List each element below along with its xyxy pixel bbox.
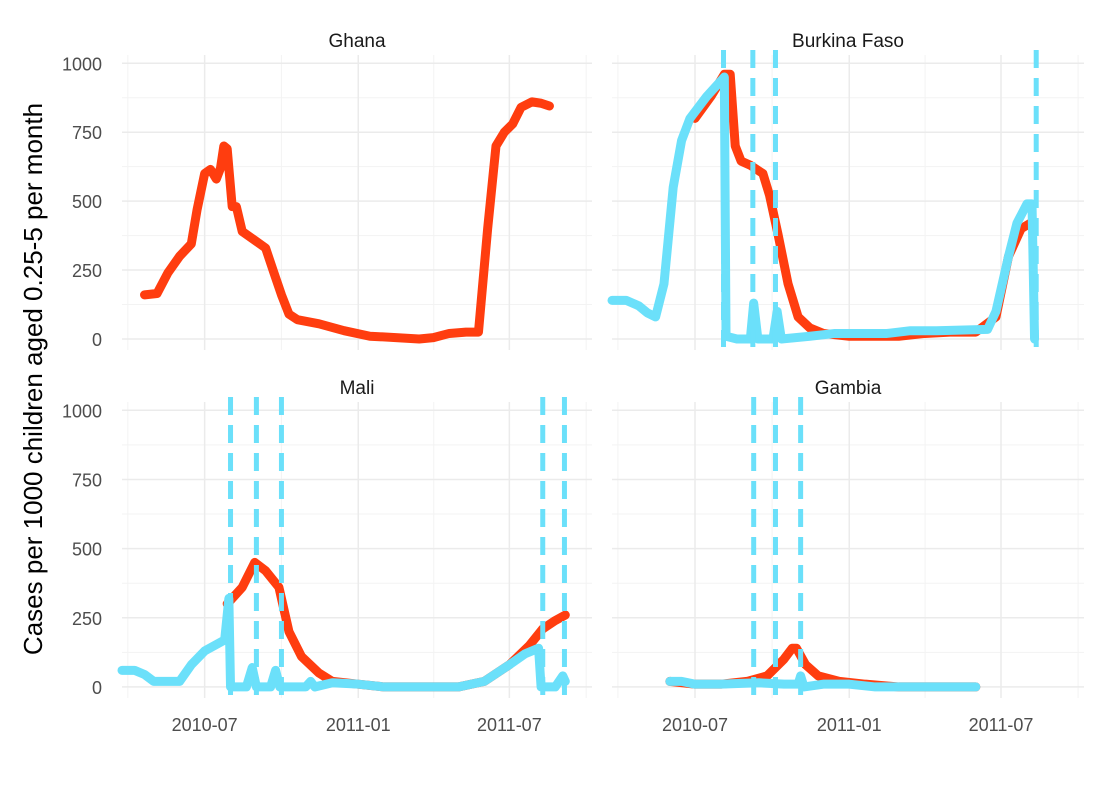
panel-mali: Mali 0 250 500 750 1000 2010-07 2011-01 2011-07 [62, 378, 592, 735]
panel-title: Gambia [815, 378, 882, 399]
x-tick-label: 2010-07 [662, 715, 728, 735]
series-line-red [690, 69, 1035, 341]
series-line-blue [665, 671, 981, 692]
panel-title: Ghana [328, 31, 385, 52]
y-tick-label: 1000 [62, 401, 102, 421]
x-tick-label: 2011-07 [477, 715, 542, 735]
series-line-blue [117, 593, 570, 692]
panel-ghana: Ghana 0 250 500 750 1000 [62, 31, 592, 350]
y-tick-label: 750 [72, 123, 102, 143]
series-line-blue [607, 72, 1040, 344]
x-tick-label: 2011-07 [969, 715, 1034, 735]
y-tick-label: 0 [92, 678, 102, 698]
panel-title: Burkina Faso [792, 31, 904, 52]
y-axis-label: Cases per 1000 children aged 0.25-5 per … [18, 103, 48, 655]
panel-gambia: Gambia 2010-07 2011-01 2011-07 [612, 378, 1084, 735]
y-tick-label: 250 [72, 261, 102, 281]
y-tick-label: 1000 [62, 54, 102, 74]
y-tick-label: 750 [72, 470, 102, 490]
series-line-red [140, 97, 554, 344]
y-tick-label: 0 [92, 330, 102, 350]
y-tick-label: 500 [72, 540, 102, 560]
x-tick-label: 2011-01 [326, 715, 391, 735]
panel-title: Mali [340, 378, 375, 399]
panel-burkina-faso: Burkina Faso [607, 31, 1084, 350]
x-tick-label: 2011-01 [817, 715, 882, 735]
y-tick-label: 250 [72, 609, 102, 629]
x-tick-label: 2010-07 [172, 715, 238, 735]
y-tick-label: 500 [72, 192, 102, 212]
